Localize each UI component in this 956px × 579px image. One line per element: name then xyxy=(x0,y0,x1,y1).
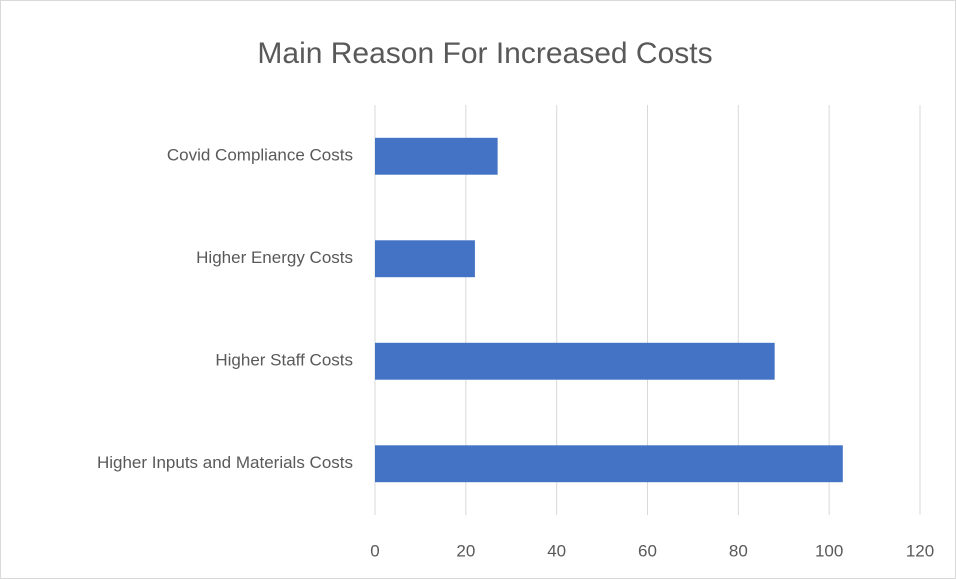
x-tick-label: 60 xyxy=(638,541,657,560)
bar xyxy=(375,137,498,175)
x-tick-label: 80 xyxy=(729,541,748,560)
bar xyxy=(375,445,843,483)
x-tick-label: 0 xyxy=(370,541,379,560)
bar xyxy=(375,342,775,380)
y-tick-label: Higher Inputs and Materials Costs xyxy=(97,453,353,472)
y-tick-label: Covid Compliance Costs xyxy=(167,146,353,165)
x-tick-label: 100 xyxy=(815,541,843,560)
chart-title: Main Reason For Increased Costs xyxy=(257,37,712,70)
x-tick-label: 40 xyxy=(547,541,566,560)
x-tick-label: 20 xyxy=(456,541,475,560)
y-tick-label: Higher Energy Costs xyxy=(196,248,353,267)
y-tick-label: Higher Staff Costs xyxy=(215,351,353,370)
x-tick-label: 120 xyxy=(906,541,934,560)
bar xyxy=(375,240,475,278)
